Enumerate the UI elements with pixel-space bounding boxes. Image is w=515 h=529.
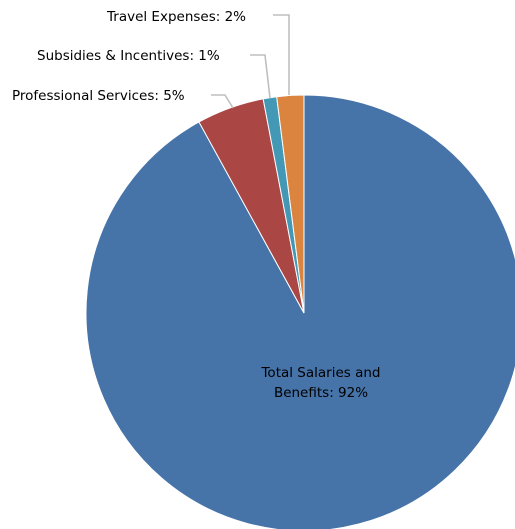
data-label-professional: Professional Services: 5% — [12, 88, 185, 104]
leader-line-travel — [273, 14, 290, 95]
pie-slice-travel-expenses — [276, 94, 305, 314]
leader-line-subsidies — [250, 54, 271, 99]
data-label-salaries-line2: Benefits: 92% — [274, 385, 368, 401]
leader-line-professional — [211, 94, 234, 109]
data-label-salaries-line1: Total Salaries and — [260, 365, 380, 381]
pie-slice-total-salaries-and-benefits — [85, 94, 515, 529]
data-label-travel: Travel Expenses: 2% — [106, 9, 246, 25]
pie-slices — [85, 94, 515, 529]
data-label-subsidies: Subsidies & Incentives: 1% — [37, 48, 220, 64]
